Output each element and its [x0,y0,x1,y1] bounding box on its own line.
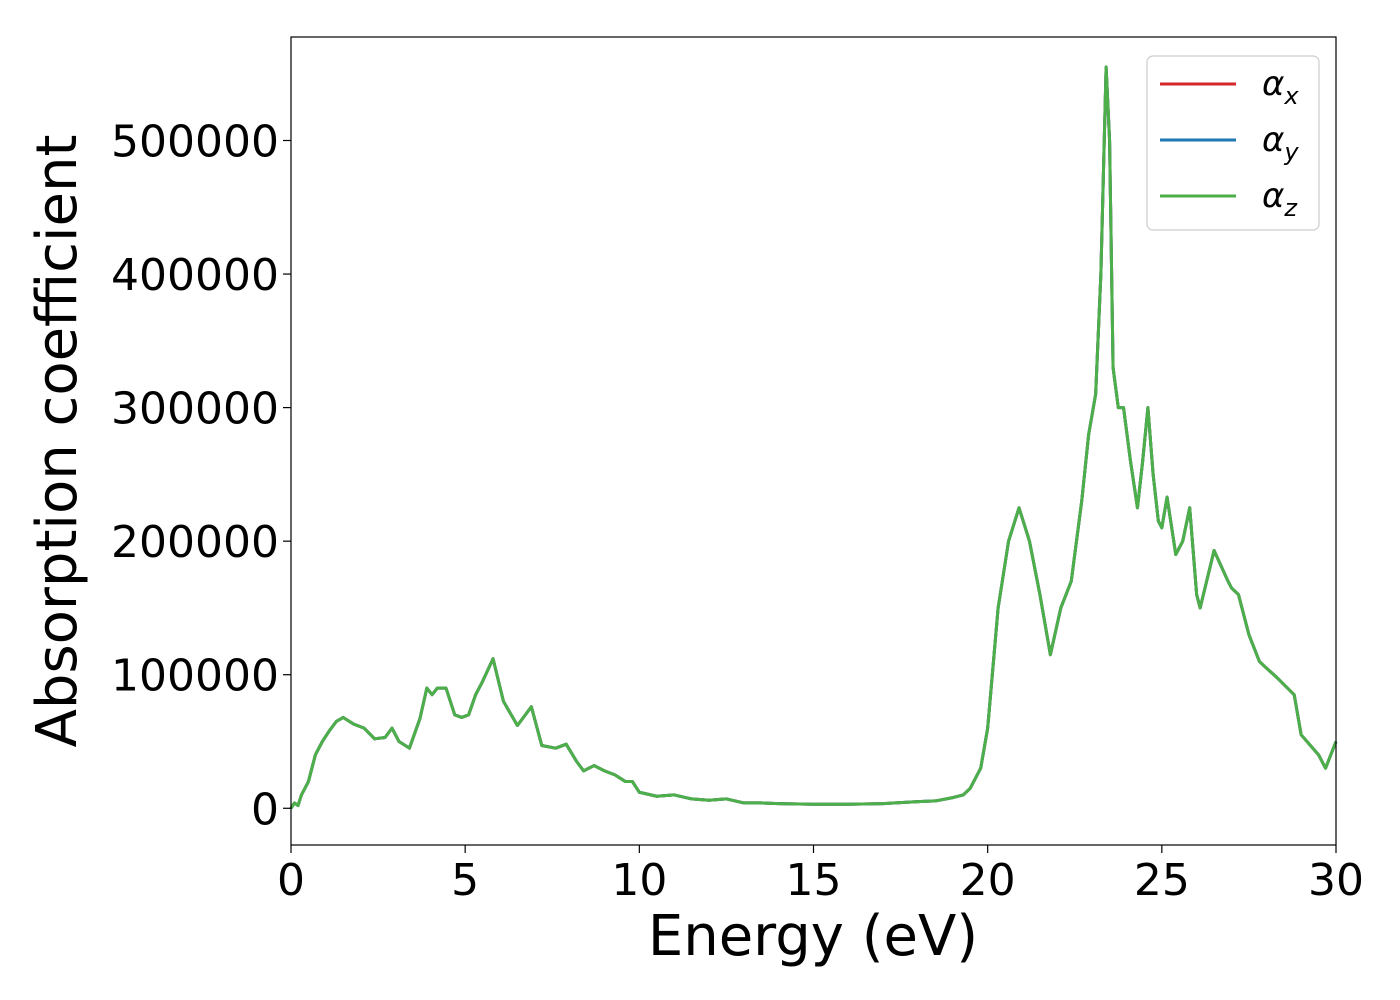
x-tick-label: 30 [1308,855,1364,906]
legend-label-x: αx [1262,64,1299,110]
x-tick-label: 5 [451,855,479,906]
legend-label-symbol: α [1262,64,1284,104]
x-axis: 0 5 10 15 20 25 30 [277,845,1364,906]
x-tick-label: 15 [786,855,842,906]
legend-label-symbol: α [1262,120,1284,160]
y-tick-label: 100000 [111,651,279,702]
x-tick-label: 20 [960,855,1016,906]
y-axis-title: Absorption coefficient [25,135,90,748]
legend-label-symbol: α [1262,176,1284,216]
y-tick-label: 500000 [111,117,279,168]
y-axis: 0 100000 200000 300000 400000 500000 [111,117,291,835]
legend-box [1146,55,1320,231]
series-line-z [289,65,1338,810]
legend-label-subscript: z [1283,194,1298,222]
legend-label-z: αz [1262,176,1298,222]
series-layer [289,65,1338,810]
y-tick-label: 400000 [111,250,279,301]
y-tick-label: 300000 [111,384,279,435]
x-tick-label: 0 [277,855,305,906]
legend-label-subscript: x [1283,82,1299,110]
legend-label-subscript: y [1283,138,1299,166]
y-tick-label: 200000 [111,517,279,568]
x-tick-label: 10 [611,855,667,906]
x-tick-label: 25 [1134,855,1190,906]
x-axis-title: Energy (eV) [648,904,978,969]
y-tick-label: 0 [251,784,279,835]
legend-label-y: αy [1262,120,1299,166]
